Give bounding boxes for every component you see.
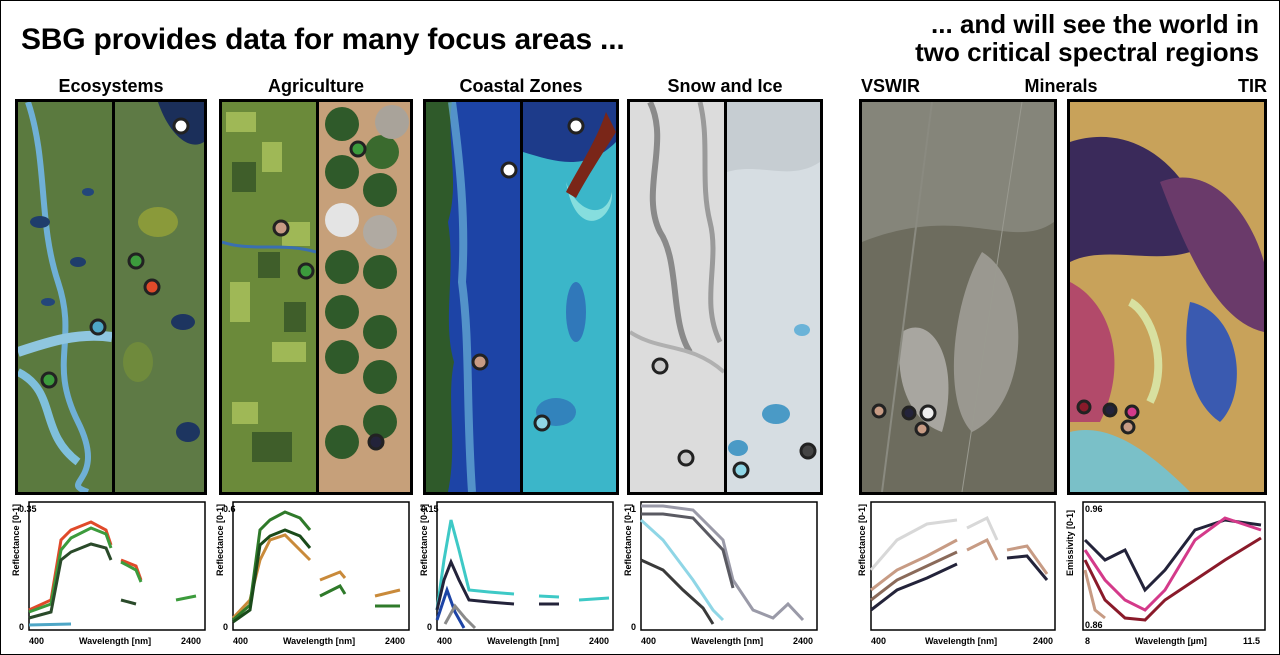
chart-snow-ytop: 1: [631, 504, 636, 514]
chart-agriculture-xlabel: Wavelength [nm]: [283, 636, 355, 646]
chart-snow-ylabel: Reflectance [0-1]: [623, 504, 633, 576]
chart-snow-xleft: 400: [641, 636, 656, 646]
snow-ice-image: [627, 99, 823, 495]
panel-title-ecosystems: Ecosystems: [58, 76, 164, 96]
chart-coastal-xright: 2400: [589, 636, 609, 646]
chart-coastal-xleft: 400: [437, 636, 452, 646]
panel-title-minerals: Minerals: [1024, 76, 1098, 96]
panel-title-tir: TIR: [1238, 76, 1267, 96]
chart-tir-xlabel: Wavelength [µm]: [1135, 636, 1207, 646]
chart-coastal-ylabel: Reflectance [0-1]: [419, 504, 429, 576]
chart-ecosystems-ytop: 0.35: [19, 504, 37, 514]
chart-ecosystems: Reflectance [0-1] 0.35 0 400 Wavelength …: [11, 500, 209, 650]
chart-vswir-xlabel: Wavelength [nm]: [925, 636, 997, 646]
chart-coastal: Reflectance [0-1] 0.15 0 400 Wavelength …: [419, 500, 617, 650]
tir-image: [1067, 99, 1267, 495]
ecosystems-image: [15, 99, 207, 495]
chart-agriculture-xright: 2400: [385, 636, 405, 646]
chart-agriculture: Reflectance [0-1] 0.6 0 400 Wavelength […: [215, 500, 413, 650]
panel-title-snow-ice: Snow and Ice: [667, 76, 783, 96]
headline-left: SBG provides data for many focus areas .…: [21, 23, 625, 56]
panel-title-agriculture: Agriculture: [267, 76, 364, 96]
panel-title-vswir: VSWIR: [861, 76, 921, 96]
coastal-zones-image: [423, 99, 619, 495]
chart-snow: Reflectance [0-1] 1 0 400 Wavelength [nm…: [623, 500, 821, 650]
chart-agriculture-ybot: 0: [223, 622, 228, 632]
chart-tir-ylabel: Emissivity [0-1]: [1065, 510, 1075, 576]
chart-agriculture-ylabel: Reflectance [0-1]: [215, 504, 225, 576]
chart-vswir-ylabel: Reflectance [0-1]: [857, 504, 867, 576]
vswir-image: [859, 99, 1057, 495]
chart-tir-ybot: 0.86: [1085, 620, 1103, 630]
agriculture-image: [219, 99, 413, 495]
chart-vswir-xright: 2400: [1033, 636, 1053, 646]
chart-vswir: Reflectance [0-1] 400 Wavelength [nm] 24…: [857, 500, 1059, 650]
chart-tir-xright: 11.5: [1243, 636, 1260, 646]
headline-right-line2: two critical spectral regions: [915, 37, 1259, 67]
chart-tir: Emissivity [0-1] 0.96 0.86 8 Wavelength …: [1065, 500, 1269, 650]
chart-agriculture-xleft: 400: [233, 636, 248, 646]
chart-ecosystems-ylabel: Reflectance [0-1]: [11, 504, 21, 576]
chart-vswir-xleft: 400: [871, 636, 886, 646]
chart-coastal-ytop: 0.15: [421, 504, 439, 514]
chart-snow-xlabel: Wavelength [nm]: [691, 636, 763, 646]
chart-ecosystems-xright: 2400: [181, 636, 201, 646]
chart-snow-xright: 2400: [793, 636, 813, 646]
chart-coastal-ybot: 0: [427, 622, 432, 632]
panel-title-coastal-zones: Coastal Zones: [459, 76, 583, 96]
chart-ecosystems-xleft: 400: [29, 636, 44, 646]
chart-ecosystems-ybot: 0: [19, 622, 24, 632]
headline-right-line1: ... and will see the world in: [931, 9, 1259, 39]
chart-tir-ytop: 0.96: [1085, 504, 1103, 514]
chart-tir-xleft: 8: [1085, 636, 1090, 646]
chart-snow-ybot: 0: [631, 622, 636, 632]
chart-ecosystems-xlabel: Wavelength [nm]: [79, 636, 151, 646]
chart-coastal-xlabel: Wavelength [nm]: [487, 636, 559, 646]
chart-agriculture-ytop: 0.6: [223, 504, 236, 514]
